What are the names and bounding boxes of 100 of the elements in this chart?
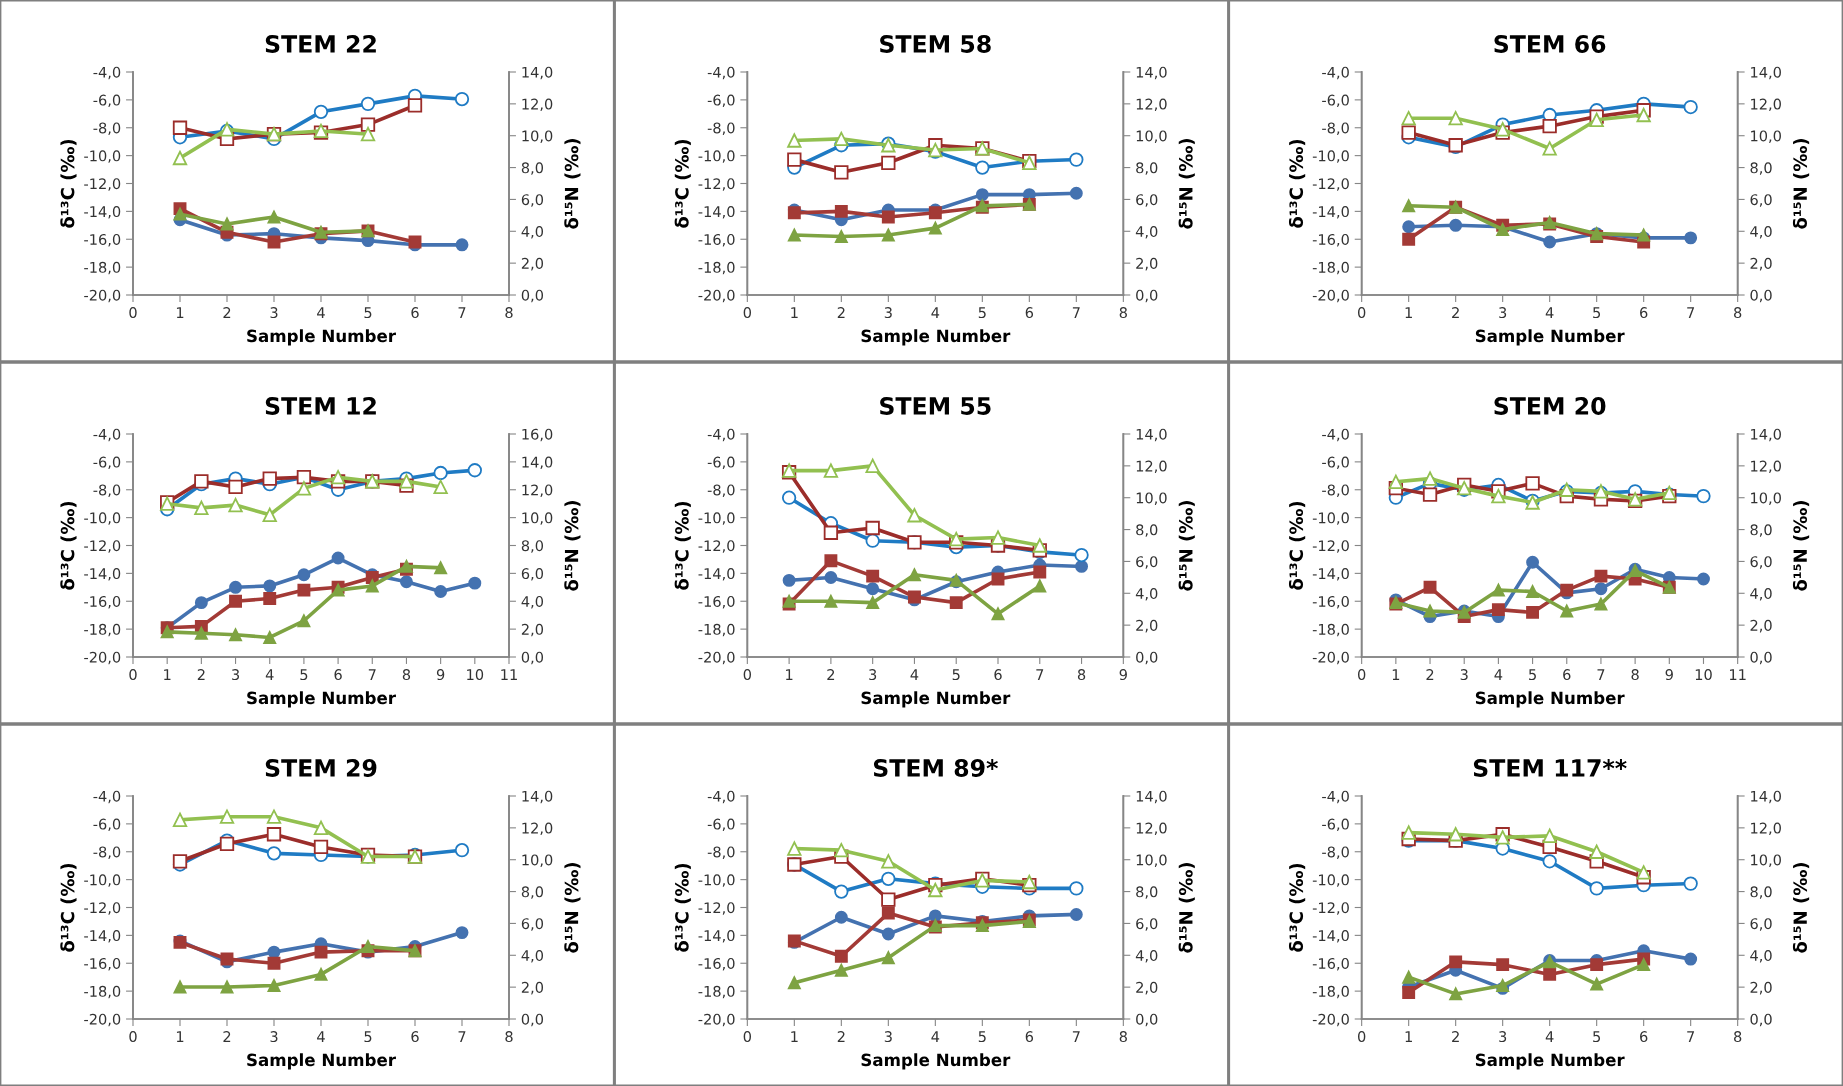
y2-tick-label: 2,0 — [1136, 981, 1158, 995]
y2-tick-label: 12,0 — [1136, 98, 1167, 112]
x-tick-label: 6 — [411, 307, 419, 319]
x-tick-label: 3 — [270, 307, 278, 319]
y-axis-title: δ¹³C (‰) — [1288, 863, 1306, 952]
y2-tick-label: 10,0 — [1136, 130, 1167, 143]
x-tick-label: 4 — [317, 1031, 325, 1042]
y2-tick-label: 4,0 — [1750, 950, 1772, 963]
y2-tick-label: 8,0 — [521, 886, 544, 899]
y2-tick-label: 10,0 — [1751, 854, 1781, 867]
y-tick-label: -18,0 — [1312, 261, 1349, 275]
x-tick-label: 3 — [884, 1031, 892, 1043]
x-tick-label: 8 — [1119, 307, 1127, 319]
x-tick-label: 1 — [1392, 669, 1400, 680]
x-tick-label: 5 — [300, 669, 308, 681]
y-tick-label: -6,0 — [707, 94, 735, 108]
y-tick-label: -10,0 — [84, 512, 121, 525]
y-tick-label: -10,0 — [84, 150, 121, 163]
y2-tick-label: 12,0 — [1751, 822, 1781, 836]
x-tick-label: 7 — [368, 669, 376, 680]
y2-tick-label: 14,0 — [522, 790, 553, 804]
x-tick-label: 6 — [1025, 307, 1034, 319]
y-tick-label: -8,0 — [93, 122, 121, 135]
y2-tick-label: 4,0 — [521, 595, 544, 609]
y-tick-label: -20,0 — [1312, 289, 1349, 303]
y-tick-label: -16,0 — [84, 957, 121, 971]
x-tick-label: 7 — [1597, 669, 1605, 680]
y-tick-label: -10,0 — [698, 150, 735, 163]
y-tick-label: -20,0 — [1312, 1013, 1349, 1027]
y-tick-label: -14,0 — [84, 568, 121, 581]
y-tick-label: -16,0 — [84, 233, 121, 247]
x-tick-label: 0 — [129, 307, 137, 319]
x-tick-label: 3 — [1499, 307, 1507, 319]
y2-tick-label: 14,0 — [1136, 428, 1167, 442]
y-tick-label: -10,0 — [698, 874, 735, 887]
x-tick-label: 3 — [869, 669, 877, 681]
y-tick-label: -4,0 — [707, 428, 735, 442]
x-tick-label: 3 — [1499, 1031, 1507, 1043]
x-tick-label: 6 — [411, 1031, 419, 1043]
x-tick-label: 0 — [743, 307, 751, 319]
y-tick-label: -14,0 — [1312, 930, 1349, 943]
x-tick-label: 8 — [505, 307, 513, 319]
chart-title: STEM 20 — [1494, 397, 1606, 415]
y-tick-label: -20,0 — [698, 1013, 735, 1027]
y-tick-label: -16,0 — [1312, 595, 1349, 609]
x-axis-title: Sample Number — [1475, 329, 1625, 346]
y-tick-label: -8,0 — [1322, 484, 1349, 497]
x-tick-label: 2 — [223, 1031, 231, 1042]
chart-title: STEM 66 — [1494, 35, 1606, 53]
y2-tick-label: 12,0 — [1751, 460, 1781, 474]
chart-title: STEM 12 — [265, 397, 376, 415]
y2-tick-label: 0,0 — [521, 1013, 544, 1027]
y-tick-label: -4,0 — [1322, 790, 1349, 804]
y-tick-label: -6,0 — [1322, 818, 1349, 832]
x-tick-label: 2 — [827, 669, 835, 680]
y-tick-label: -20,0 — [1312, 651, 1349, 665]
y-tick-label: -16,0 — [698, 595, 735, 609]
y-tick-label: -8,0 — [707, 846, 735, 859]
chart-title: STEM 58 — [880, 35, 991, 53]
x-tick-label: 2 — [1452, 307, 1459, 318]
y-axis-title: δ¹³C (‰) — [674, 139, 691, 228]
y-tick-label: -16,0 — [84, 595, 121, 609]
chart-title: STEM 89* — [873, 759, 998, 777]
y-tick-label: -16,0 — [698, 957, 735, 971]
y2-tick-label: 0,0 — [1750, 1013, 1772, 1027]
y-tick-label: -14,0 — [698, 930, 735, 943]
x-tick-label: 4 — [931, 1031, 940, 1042]
y-tick-label: -4,0 — [707, 66, 735, 80]
y-tick-label: -18,0 — [698, 261, 735, 275]
x-tick-label: 7 — [1687, 1031, 1695, 1042]
y2-tick-label: 6,0 — [521, 194, 544, 207]
x-tick-label: 8 — [402, 669, 411, 681]
y-tick-label: -6,0 — [1322, 456, 1349, 470]
x-tick-label: 1 — [164, 669, 171, 680]
y2-axis-title: δ¹⁵N (‰) — [564, 500, 581, 591]
x-tick-label: 10 — [467, 669, 484, 681]
x-tick-label: 4 — [1545, 1031, 1554, 1042]
y2-tick-label: 8,0 — [1750, 524, 1772, 537]
x-tick-label: 5 — [1529, 669, 1536, 681]
y-tick-label: -20,0 — [84, 651, 121, 665]
x-axis-title: Sample Number — [247, 329, 396, 346]
y2-axis-title: δ¹⁵N (‰) — [1178, 862, 1195, 953]
y-tick-label: -4,0 — [1322, 66, 1349, 80]
y-tick-label: -14,0 — [698, 206, 735, 219]
x-tick-label: 5 — [952, 669, 960, 681]
y-tick-label: -8,0 — [93, 484, 121, 497]
x-tick-label: 0 — [743, 1031, 751, 1043]
y-tick-label: -18,0 — [84, 985, 121, 999]
y2-tick-label: 12,0 — [1136, 460, 1167, 474]
y2-tick-label: 14,0 — [1751, 790, 1781, 804]
y2-tick-label: 0,0 — [521, 289, 544, 303]
x-tick-label: 8 — [1734, 307, 1742, 319]
y2-tick-label: 8,0 — [1136, 524, 1158, 537]
x-tick-label: 4 — [265, 669, 274, 680]
x-tick-label: 0 — [129, 1031, 137, 1043]
x-tick-label: 6 — [1563, 669, 1571, 681]
x-tick-label: 5 — [1593, 1031, 1601, 1043]
y2-tick-label: 4,0 — [1135, 226, 1158, 239]
y2-tick-label: 8,0 — [1750, 162, 1772, 175]
y2-axis-title: δ¹⁵N (‰) — [564, 138, 581, 229]
